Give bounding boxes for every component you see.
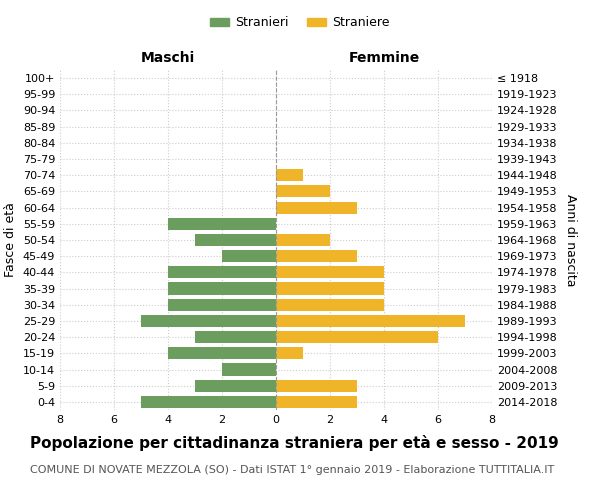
- Bar: [168, 282, 276, 294]
- Bar: [276, 348, 303, 360]
- Bar: [168, 218, 276, 230]
- Bar: [168, 298, 276, 311]
- Bar: [141, 315, 276, 327]
- Text: Maschi: Maschi: [141, 51, 195, 65]
- Bar: [276, 315, 465, 327]
- Bar: [276, 186, 330, 198]
- Bar: [222, 364, 276, 376]
- Bar: [141, 396, 276, 408]
- Bar: [195, 234, 276, 246]
- Bar: [195, 380, 276, 392]
- Bar: [276, 266, 384, 278]
- Y-axis label: Fasce di età: Fasce di età: [4, 202, 17, 278]
- Bar: [276, 250, 357, 262]
- Bar: [276, 331, 438, 343]
- Legend: Stranieri, Straniere: Stranieri, Straniere: [205, 11, 395, 34]
- Bar: [276, 380, 357, 392]
- Bar: [276, 234, 330, 246]
- Bar: [276, 202, 357, 213]
- Bar: [276, 396, 357, 408]
- Bar: [168, 348, 276, 360]
- Bar: [222, 250, 276, 262]
- Bar: [168, 266, 276, 278]
- Text: Popolazione per cittadinanza straniera per età e sesso - 2019: Popolazione per cittadinanza straniera p…: [30, 435, 559, 451]
- Y-axis label: Anni di nascita: Anni di nascita: [564, 194, 577, 286]
- Bar: [276, 298, 384, 311]
- Bar: [195, 331, 276, 343]
- Bar: [276, 169, 303, 181]
- Text: COMUNE DI NOVATE MEZZOLA (SO) - Dati ISTAT 1° gennaio 2019 - Elaborazione TUTTIT: COMUNE DI NOVATE MEZZOLA (SO) - Dati IST…: [30, 465, 554, 475]
- Text: Femmine: Femmine: [349, 51, 419, 65]
- Bar: [276, 282, 384, 294]
